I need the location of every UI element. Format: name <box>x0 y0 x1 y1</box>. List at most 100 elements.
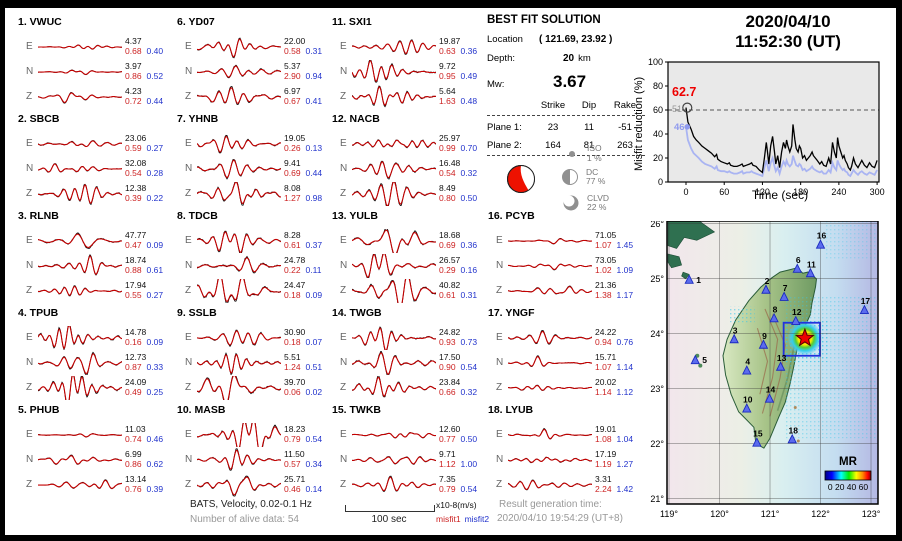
waveform-row: N 6.99 0.86 0.62 <box>26 447 180 472</box>
waveform-trace <box>352 253 436 278</box>
waveform-trace <box>38 253 122 276</box>
result-time-label: Result generation time: <box>499 499 602 510</box>
waveform-values: 32.08 0.54 0.28 <box>125 158 163 178</box>
waveform-values: 8.28 0.61 0.37 <box>284 230 322 250</box>
waveform-values: 19.05 0.26 0.13 <box>284 133 322 153</box>
waveform-values: 4.23 0.72 0.44 <box>125 86 163 106</box>
misfit1-value: 1.07 <box>595 361 612 372</box>
waveform-row: N 18.74 0.88 0.61 <box>26 253 180 278</box>
amplitude-value: 3.97 <box>125 61 142 71</box>
misfit1-value: 0.39 <box>125 192 142 203</box>
misfit-x-axis-label: Time (sec) <box>751 188 809 202</box>
plane1-rake: -51 <box>618 121 632 133</box>
svg-text:7: 7 <box>783 283 788 293</box>
misfit1-value: 0.68 <box>125 45 142 56</box>
svg-text:3: 3 <box>733 325 738 335</box>
component-label: Z <box>340 479 347 490</box>
misfit1-value: 0.61 <box>439 289 456 300</box>
misfit2-value: 0.40 <box>146 45 164 56</box>
svg-text:0: 0 <box>683 187 688 197</box>
svg-text:12: 12 <box>792 307 802 317</box>
misfit2-value: 0.34 <box>305 458 323 469</box>
station-block: 14. TWGB E 24.82 0.93 0.73 N 17.50 0.90 0.… <box>332 307 494 400</box>
station-block: 3. RLNB E 47.77 0.47 0.09 N 18.74 0.88 0.6… <box>18 210 180 303</box>
waveform-row: N 32.08 0.54 0.28 <box>26 156 180 181</box>
svg-text:MR: MR <box>839 456 858 468</box>
component-label: N <box>185 357 193 368</box>
waveform-row: E 8.28 0.61 0.37 <box>185 228 339 253</box>
waveform-row: Z 3.31 2.24 1.42 <box>496 472 650 497</box>
misfit1-value: 0.77 <box>439 433 456 444</box>
amplitude-value: 24.47 <box>284 280 306 290</box>
waveform-trace <box>38 68 122 75</box>
waveform-row: Z 40.82 0.61 0.31 <box>340 278 494 303</box>
waveform-values: 18.23 0.79 0.54 <box>284 424 322 444</box>
waveform-row: Z 20.02 1.14 1.12 <box>496 375 650 400</box>
waveform-trace <box>508 456 592 463</box>
station-label: 2. SBCB <box>18 113 60 125</box>
component-label: E <box>496 332 503 343</box>
station-label: 9. SSLB <box>177 307 217 319</box>
waveform-values: 12.73 0.87 0.33 <box>125 352 163 372</box>
amplitude-value: 22.00 <box>284 36 306 46</box>
misfit1-value: 1.02 <box>595 264 612 275</box>
amplitude-value: 8.28 <box>284 230 301 240</box>
svg-text:9: 9 <box>762 331 767 341</box>
amplitude-value: 12.38 <box>125 183 147 193</box>
svg-text:2: 2 <box>765 276 770 286</box>
component-label: Z <box>185 382 192 393</box>
station-block: 4. TPUB E 14.78 0.16 0.09 N 12.73 0.87 0.3… <box>18 307 180 400</box>
waveform-row: E 24.22 0.94 0.76 <box>496 325 650 350</box>
amplitude-units: x10-8(m/s) <box>436 500 477 510</box>
amplitude-value: 17.50 <box>439 352 461 362</box>
svg-text:120: 120 <box>755 187 770 197</box>
waveform-row: E 19.01 1.08 1.04 <box>496 422 650 447</box>
waveform-row: E 12.60 0.77 0.50 <box>340 422 494 447</box>
svg-text:6: 6 <box>796 255 801 265</box>
waveform-trace <box>38 351 122 375</box>
misfit-legend: misfit1 misfit2 <box>436 514 489 524</box>
waveform-values: 3.97 0.86 0.52 <box>125 61 163 81</box>
station-label: 1. VWUC <box>18 16 62 28</box>
misfit1-value: 1.63 <box>439 95 456 106</box>
strike-header: Strike <box>540 99 566 111</box>
component-label: Z <box>496 479 503 490</box>
misfit2-value: 0.14 <box>305 483 323 494</box>
svg-text:1: 1 <box>696 275 701 285</box>
misfit1-value: 1.27 <box>284 192 301 203</box>
svg-text:0 20 40 60: 0 20 40 60 <box>828 482 868 492</box>
misfit1-value: 0.94 <box>595 336 612 347</box>
waveform-row: Z 39.70 0.06 0.02 <box>185 375 339 400</box>
component-label: Z <box>496 285 503 296</box>
waveform-values: 9.72 0.95 0.49 <box>439 61 477 81</box>
waveform-values: 11.03 0.74 0.46 <box>125 424 163 444</box>
component-label: Z <box>185 479 192 490</box>
frame-right <box>896 0 902 541</box>
svg-text:20: 20 <box>653 153 663 163</box>
misfit1-value: 0.63 <box>439 45 456 56</box>
waveform-row: E 18.23 0.79 0.54 <box>185 422 339 447</box>
waveform-row: N 24.78 0.22 0.11 <box>185 253 339 278</box>
waveform-row: Z 7.35 0.79 0.54 <box>340 472 494 497</box>
misfit2-value: 0.98 <box>305 192 323 203</box>
amplitude-value: 15.71 <box>595 352 617 362</box>
clvd-decomposition: CLVD 22 % <box>561 193 609 213</box>
waveform-row: N 3.97 0.86 0.52 <box>26 59 180 84</box>
misfit1-value: 2.24 <box>595 483 612 494</box>
misfit1-value: 0.29 <box>439 264 456 275</box>
station-label: 8. TDCB <box>177 210 218 222</box>
svg-text:11: 11 <box>807 259 816 269</box>
svg-text:40: 40 <box>653 129 663 139</box>
waveform-values: 19.87 0.63 0.36 <box>439 36 477 56</box>
waveform-row: N 26.57 0.29 0.16 <box>340 253 494 278</box>
waveform-row: Z 6.97 0.67 0.41 <box>185 84 339 109</box>
waveform-values: 19.01 1.08 1.04 <box>595 424 633 444</box>
amplitude-value: 5.64 <box>439 86 456 96</box>
component-label: N <box>340 66 348 77</box>
station-label: 17. YNGF <box>488 307 535 319</box>
svg-text:17: 17 <box>861 296 871 306</box>
waveform-trace <box>197 447 281 471</box>
station-label: 16. PCYB <box>488 210 535 222</box>
dc-label: DC <box>586 166 599 177</box>
amplitude-value: 17.19 <box>595 449 617 459</box>
